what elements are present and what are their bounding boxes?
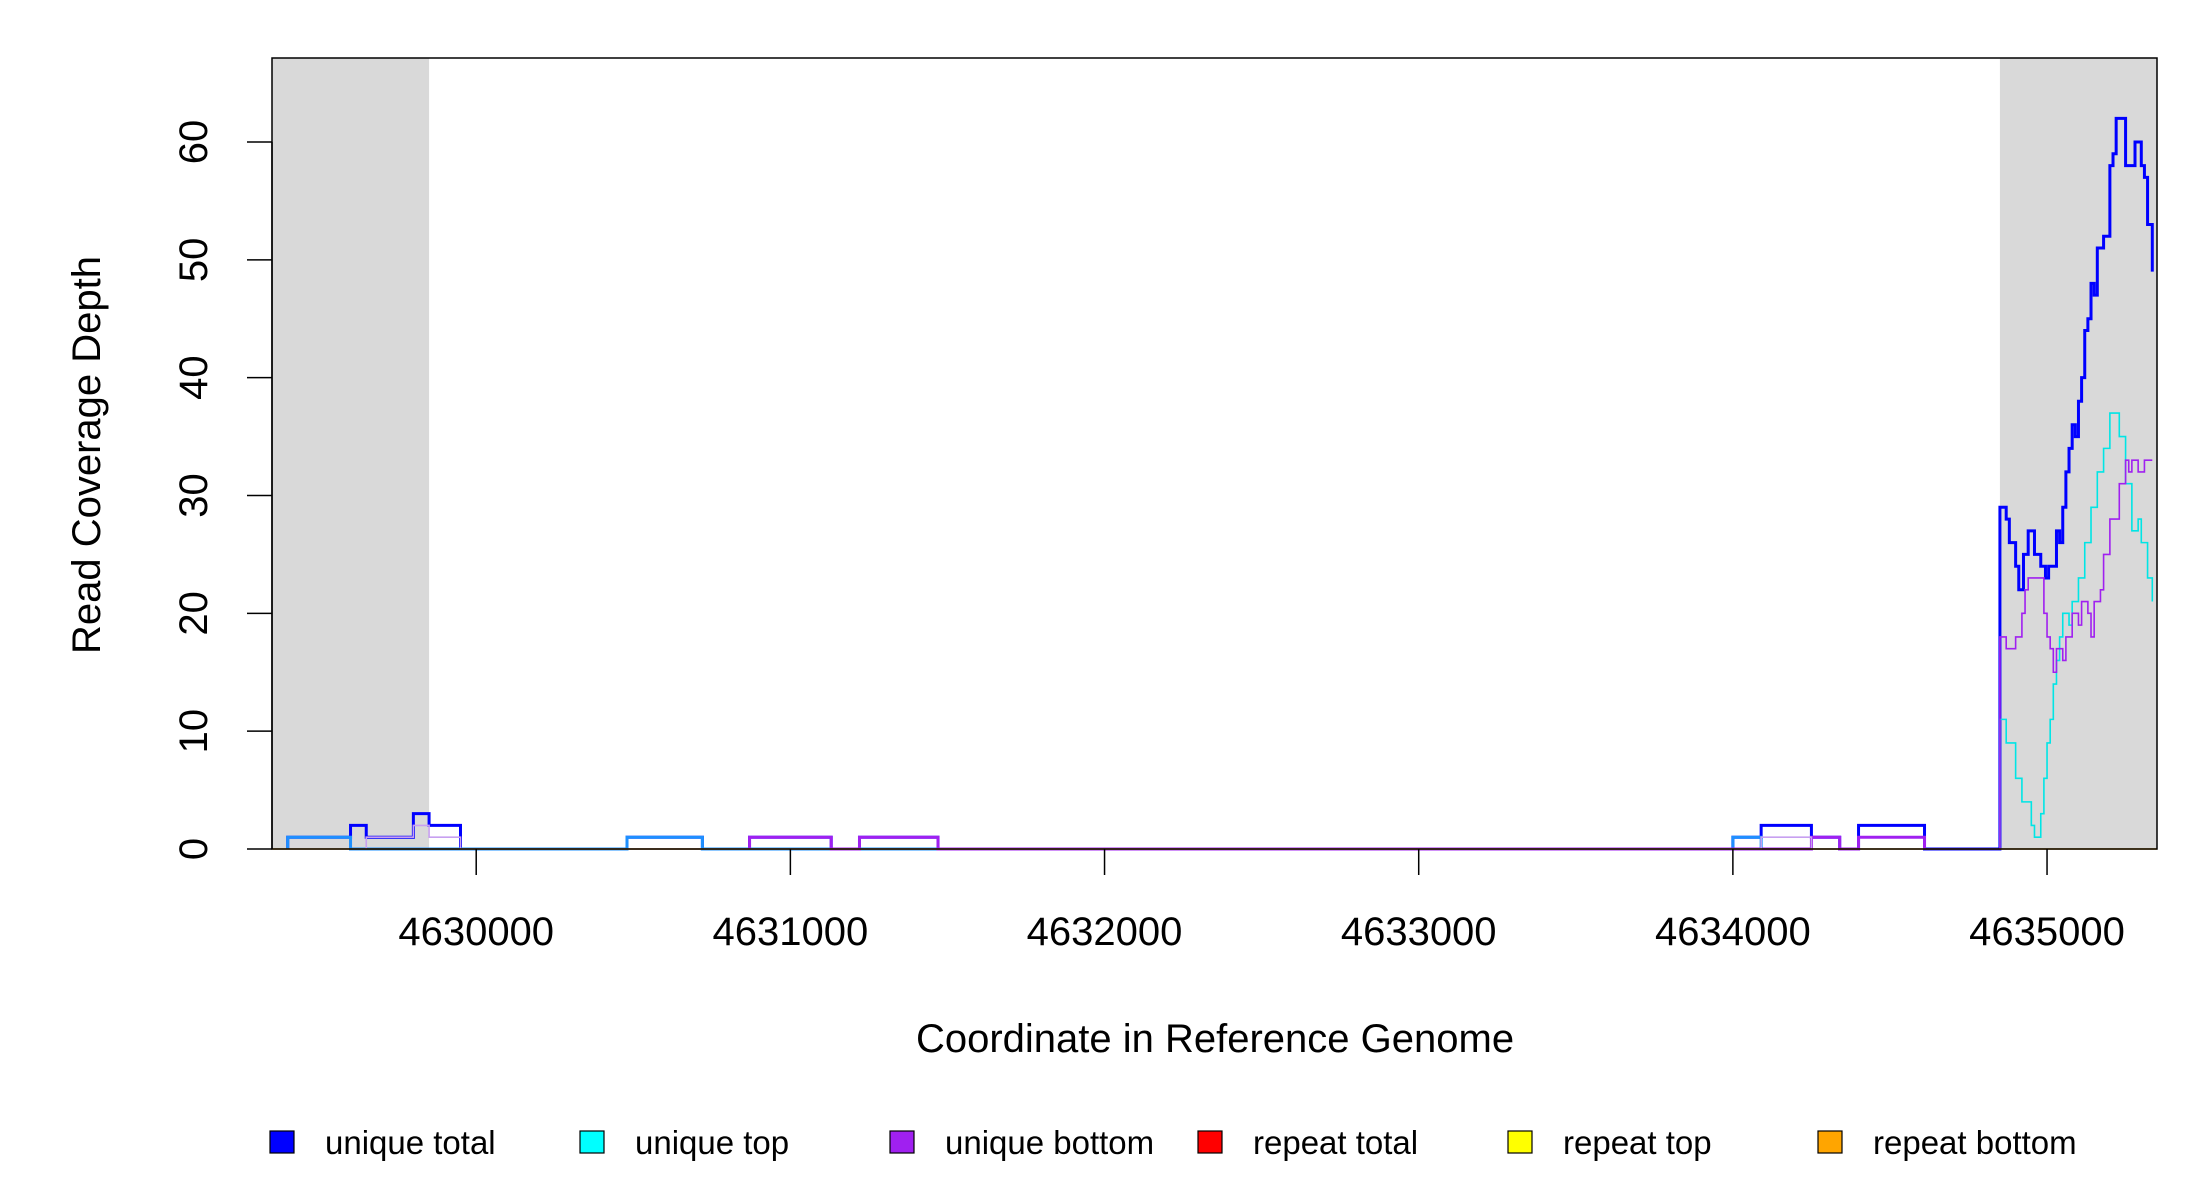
y-tick-label: 40 <box>172 355 216 400</box>
series-line-unique-bottom-6 <box>365 824 1813 850</box>
y-axis: 0 10 20 30 40 50 60 <box>172 120 273 860</box>
legend-swatch-repeat-top <box>1507 1130 1533 1154</box>
legend: unique total unique top unique bottom repea… <box>269 1124 2077 1161</box>
series-lines <box>272 116 2157 851</box>
legend-label-unique-bottom: unique bottom <box>945 1124 1154 1161</box>
x-tick-label: 4630000 <box>398 910 554 954</box>
series-line-unique-bottom-4 <box>1999 459 2153 849</box>
y-tick-label: 20 <box>172 591 216 636</box>
x-axis-label: Coordinate in Reference Genome <box>916 1017 1514 1061</box>
y-tick-label: 50 <box>172 238 216 283</box>
shaded-region-2 <box>1999 58 2157 849</box>
series-line-unique-total-1 <box>286 116 2154 851</box>
legend-label-unique-total: unique total <box>325 1124 496 1161</box>
legend-label-repeat-bottom: repeat bottom <box>1873 1124 2077 1161</box>
y-tick-label: 30 <box>172 473 216 518</box>
x-tick-label: 4635000 <box>1969 910 2125 954</box>
y-tick-label: 10 <box>172 709 216 754</box>
x-tick-label: 4634000 <box>1655 910 1811 954</box>
shaded-regions <box>272 58 2157 849</box>
y-tick-label: 60 <box>172 120 216 165</box>
x-tick-label: 4631000 <box>713 910 869 954</box>
series-line-unique-top-3 <box>1999 412 2154 849</box>
series-line-unique-bottom-5 <box>748 835 1927 851</box>
legend-label-repeat-total: repeat total <box>1253 1124 1418 1161</box>
shaded-region-1 <box>272 58 430 849</box>
x-tick-label: 4632000 <box>1027 910 1183 954</box>
x-tick-label: 4633000 <box>1341 910 1497 954</box>
legend-swatch-unique-top <box>579 1130 605 1154</box>
series-line-unique-top-2 <box>286 835 1763 851</box>
plot-frame <box>271 57 2158 850</box>
legend-label-unique-top: unique top <box>635 1124 789 1161</box>
legend-swatch-unique-total <box>269 1130 295 1154</box>
legend-swatch-repeat-total <box>1197 1130 1223 1154</box>
legend-swatch-repeat-bottom <box>1817 1130 1843 1154</box>
y-axis-label: Read Coverage Depth <box>65 256 109 654</box>
y-tick-label: 0 <box>172 838 216 860</box>
x-axis: 4630000 4631000 4632000 4633000 4634000 46350… <box>398 849 2125 954</box>
legend-label-repeat-top: repeat top <box>1563 1124 1712 1161</box>
legend-swatch-unique-bottom <box>889 1130 915 1154</box>
